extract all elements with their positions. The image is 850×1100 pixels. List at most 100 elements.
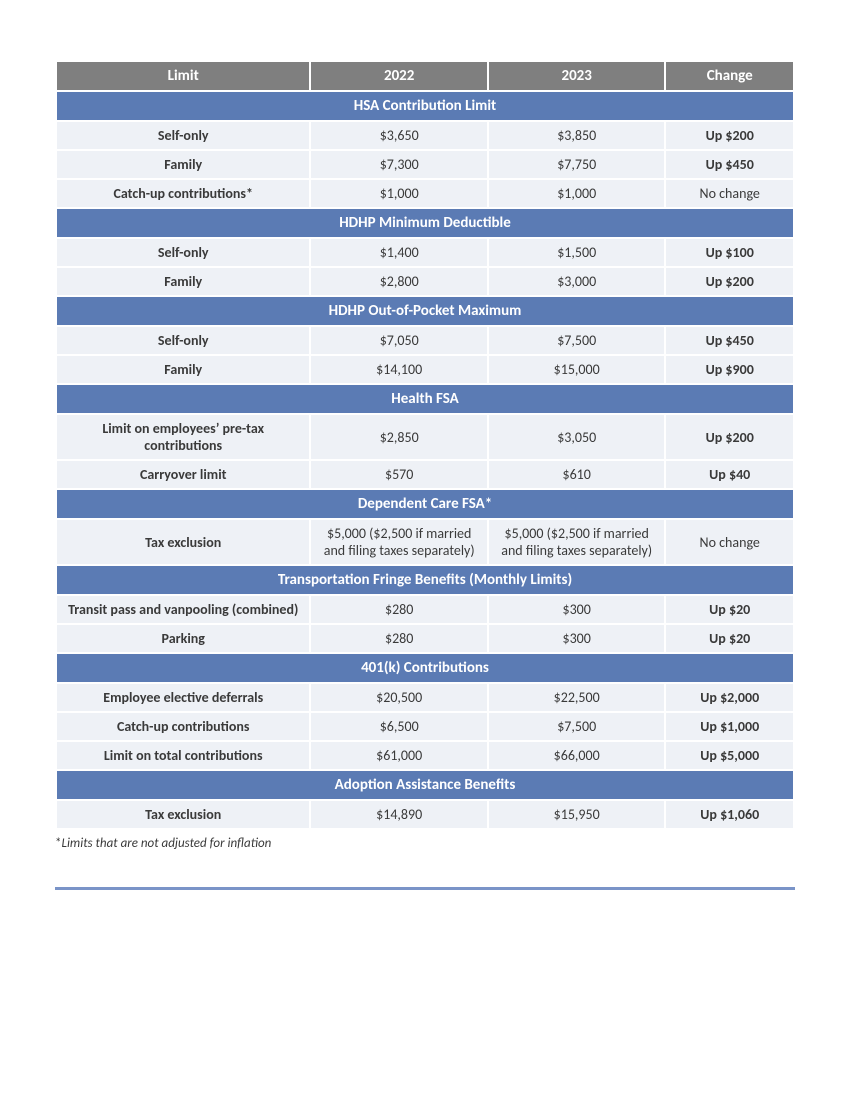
table-row: Self-only$1,400$1,500Up $100 [57, 239, 793, 266]
row-value-2023: $300 [489, 625, 665, 652]
row-value-2022: $14,100 [311, 356, 487, 383]
row-value-2022: $280 [311, 596, 487, 623]
row-label: Limit on employees’ pre-tax contribution… [57, 415, 309, 459]
section-header-row: Transportation Fringe Benefits (Monthly … [57, 566, 793, 594]
table-row: Catch-up contributions*$1,000$1,000No ch… [57, 180, 793, 207]
row-change: Up $1,000 [666, 713, 793, 740]
row-change: Up $200 [666, 268, 793, 295]
benefits-limits-table: Limit 2022 2023 Change HSA Contribution … [55, 60, 795, 830]
row-label: Catch-up contributions* [57, 180, 309, 207]
row-change: Up $2,000 [666, 684, 793, 711]
row-label: Tax exclusion [57, 520, 309, 564]
bottom-rule [55, 887, 795, 890]
section-title: Adoption Assistance Benefits [57, 771, 793, 799]
row-change: Up $450 [666, 151, 793, 178]
section-title: HDHP Out-of-Pocket Maximum [57, 297, 793, 325]
table-row: Parking$280$300Up $20 [57, 625, 793, 652]
section-title: Dependent Care FSA* [57, 490, 793, 518]
row-change: Up $100 [666, 239, 793, 266]
row-change: Up $200 [666, 122, 793, 149]
section-header-row: Dependent Care FSA* [57, 490, 793, 518]
row-change: Up $900 [666, 356, 793, 383]
footnote-text: Limits that are not adjusted for inflati… [61, 836, 271, 851]
row-label: Tax exclusion [57, 801, 309, 828]
section-header-row: Adoption Assistance Benefits [57, 771, 793, 799]
table-row: Carryover limit$570$610Up $40 [57, 461, 793, 488]
row-value-2022: $2,800 [311, 268, 487, 295]
row-value-2023: $300 [489, 596, 665, 623]
table-header-row: Limit 2022 2023 Change [57, 62, 793, 90]
row-label: Self-only [57, 327, 309, 354]
row-value-2022: $7,050 [311, 327, 487, 354]
row-value-2022: $3,650 [311, 122, 487, 149]
row-label: Self-only [57, 122, 309, 149]
row-label: Catch-up contributions [57, 713, 309, 740]
row-label: Self-only [57, 239, 309, 266]
row-label: Family [57, 151, 309, 178]
row-change: Up $200 [666, 415, 793, 459]
table-row: Family$2,800$3,000Up $200 [57, 268, 793, 295]
section-header-row: HDHP Minimum Deductible [57, 209, 793, 237]
row-value-2022: $7,300 [311, 151, 487, 178]
col-header-limit: Limit [57, 62, 309, 90]
row-value-2023: $7,750 [489, 151, 665, 178]
row-value-2023: $22,500 [489, 684, 665, 711]
row-value-2022: $61,000 [311, 742, 487, 769]
section-title: HSA Contribution Limit [57, 92, 793, 120]
table-row: Limit on total contributions$61,000$66,0… [57, 742, 793, 769]
section-title: Transportation Fringe Benefits (Monthly … [57, 566, 793, 594]
row-value-2023: $1,000 [489, 180, 665, 207]
section-header-row: Health FSA [57, 385, 793, 413]
col-header-change: Change [666, 62, 793, 90]
row-value-2022: $1,000 [311, 180, 487, 207]
row-value-2023: $3,000 [489, 268, 665, 295]
table-row: Family$7,300$7,750Up $450 [57, 151, 793, 178]
row-label: Limit on total contributions [57, 742, 309, 769]
row-value-2023: $610 [489, 461, 665, 488]
col-header-2022: 2022 [311, 62, 487, 90]
table-row: Limit on employees’ pre-tax contribution… [57, 415, 793, 459]
row-change: Up $40 [666, 461, 793, 488]
row-value-2022: $2,850 [311, 415, 487, 459]
row-change: No change [666, 180, 793, 207]
table-row: Tax exclusion$5,000 ($2,500 if married a… [57, 520, 793, 564]
section-header-row: HDHP Out-of-Pocket Maximum [57, 297, 793, 325]
row-change: No change [666, 520, 793, 564]
row-label: Carryover limit [57, 461, 309, 488]
row-value-2022: $14,890 [311, 801, 487, 828]
row-change: Up $20 [666, 625, 793, 652]
row-value-2023: $15,950 [489, 801, 665, 828]
table-row: Transit pass and vanpooling (combined)$2… [57, 596, 793, 623]
row-label: Employee elective deferrals [57, 684, 309, 711]
row-value-2023: $1,500 [489, 239, 665, 266]
footnote: *Limits that are not adjusted for inflat… [55, 836, 795, 851]
row-value-2022: $6,500 [311, 713, 487, 740]
section-title: HDHP Minimum Deductible [57, 209, 793, 237]
row-change: Up $450 [666, 327, 793, 354]
row-label: Family [57, 268, 309, 295]
section-header-row: 401(k) Contributions [57, 654, 793, 682]
row-label: Family [57, 356, 309, 383]
table-row: Tax exclusion$14,890$15,950Up $1,060 [57, 801, 793, 828]
table-row: Employee elective deferrals$20,500$22,50… [57, 684, 793, 711]
col-header-2023: 2023 [489, 62, 665, 90]
row-value-2023: $66,000 [489, 742, 665, 769]
row-value-2023: $15,000 [489, 356, 665, 383]
row-value-2022: $570 [311, 461, 487, 488]
row-value-2022: $1,400 [311, 239, 487, 266]
table-row: Self-only$7,050$7,500Up $450 [57, 327, 793, 354]
section-title: Health FSA [57, 385, 793, 413]
section-title: 401(k) Contributions [57, 654, 793, 682]
row-change: Up $1,060 [666, 801, 793, 828]
row-value-2023: $5,000 ($2,500 if married and filing tax… [489, 520, 665, 564]
row-value-2023: $7,500 [489, 327, 665, 354]
row-value-2023: $3,850 [489, 122, 665, 149]
row-value-2022: $20,500 [311, 684, 487, 711]
row-value-2023: $3,050 [489, 415, 665, 459]
row-label: Transit pass and vanpooling (combined) [57, 596, 309, 623]
row-value-2022: $5,000 ($2,500 if married and filing tax… [311, 520, 487, 564]
row-value-2022: $280 [311, 625, 487, 652]
section-header-row: HSA Contribution Limit [57, 92, 793, 120]
table-row: Family$14,100$15,000Up $900 [57, 356, 793, 383]
row-value-2023: $7,500 [489, 713, 665, 740]
